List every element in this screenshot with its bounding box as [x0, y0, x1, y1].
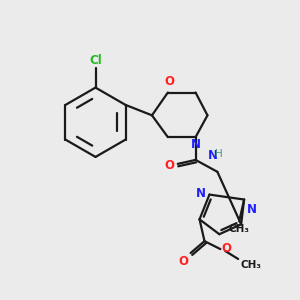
- Text: O: O: [221, 242, 231, 255]
- Text: O: O: [165, 159, 175, 172]
- Text: N: N: [196, 187, 206, 200]
- Text: O: O: [178, 255, 189, 268]
- Text: N: N: [247, 202, 257, 215]
- Text: O: O: [165, 75, 175, 88]
- Text: CH₃: CH₃: [229, 224, 250, 234]
- Text: H: H: [215, 149, 223, 159]
- Text: N: N: [190, 138, 201, 151]
- Text: Cl: Cl: [89, 54, 102, 67]
- Text: N: N: [208, 149, 218, 162]
- Text: CH₃: CH₃: [240, 260, 261, 270]
